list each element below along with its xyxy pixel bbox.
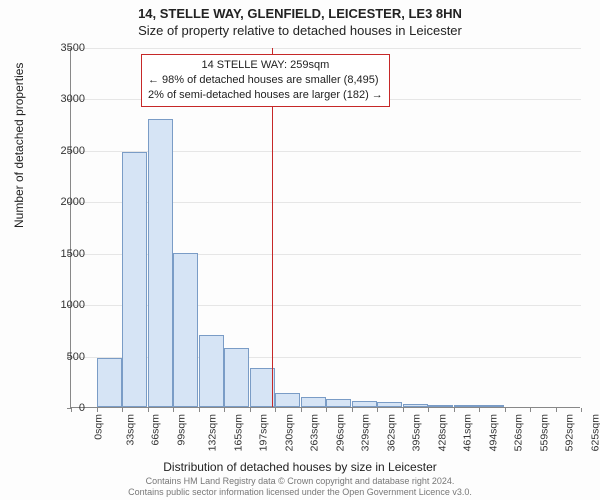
xtick-label: 395sqm [410,414,422,451]
xtick-mark [428,408,429,412]
histogram-bar [479,405,504,407]
marker-info-box: 14 STELLE WAY: 259sqm← 98% of detached h… [141,54,390,107]
xtick-label: 263sqm [308,414,320,451]
xtick-label: 362sqm [385,414,397,451]
chart-subtitle: Size of property relative to detached ho… [0,21,600,38]
xtick-label: 494sqm [487,414,499,451]
xtick-mark [352,408,353,412]
xtick-mark [454,408,455,412]
xtick-label: 132sqm [206,414,218,451]
xtick-label: 0sqm [93,414,105,440]
xtick-mark [97,408,98,412]
histogram-bar [173,253,198,407]
xtick-mark [479,408,480,412]
histogram-bar [148,119,173,407]
xtick-label: 329sqm [359,414,371,451]
histogram-bar [403,404,428,407]
xtick-mark [199,408,200,412]
xtick-label: 625sqm [589,414,600,451]
plot-region: 14 STELLE WAY: 259sqm← 98% of detached h… [70,48,580,408]
marker-info-line: ← 98% of detached houses are smaller (8,… [148,73,383,88]
attribution: Contains HM Land Registry data © Crown c… [0,476,600,498]
x-axis-label: Distribution of detached houses by size … [0,460,600,474]
xtick-label: 526sqm [512,414,524,451]
xtick-label: 592sqm [563,414,575,451]
ytick-label: 0 [79,402,85,414]
xtick-mark [71,408,72,412]
xtick-label: 230sqm [283,414,295,451]
xtick-mark [581,408,582,412]
histogram-bar [275,393,300,407]
histogram-bar [326,399,351,407]
attribution-line2: Contains public sector information licen… [0,487,600,498]
xtick-mark [250,408,251,412]
ytick-label: 1000 [61,299,85,311]
ytick-label: 2500 [61,145,85,157]
xtick-mark [530,408,531,412]
y-axis-label: Number of detached properties [12,63,26,228]
xtick-label: 33sqm [124,414,136,446]
xtick-mark [301,408,302,412]
ytick-label: 3500 [61,42,85,54]
ytick-label: 500 [67,351,85,363]
xtick-mark [556,408,557,412]
xtick-mark [148,408,149,412]
xtick-label: 428sqm [436,414,448,451]
histogram-bar [377,402,402,407]
ytick-label: 1500 [61,248,85,260]
page-title: 14, STELLE WAY, GLENFIELD, LEICESTER, LE… [0,0,600,21]
histogram-bar [224,348,249,407]
chart-area: 14 STELLE WAY: 259sqm← 98% of detached h… [70,48,580,408]
xtick-mark [122,408,123,412]
gridline [71,48,581,49]
histogram-bar [454,405,479,407]
attribution-line1: Contains HM Land Registry data © Crown c… [0,476,600,487]
xtick-mark [326,408,327,412]
marker-info-line: 2% of semi-detached houses are larger (1… [148,88,383,103]
histogram-bar [301,397,326,407]
xtick-mark [275,408,276,412]
chart-container: 14, STELLE WAY, GLENFIELD, LEICESTER, LE… [0,0,600,500]
ytick-label: 3000 [61,93,85,105]
xtick-label: 165sqm [232,414,244,451]
xtick-label: 559sqm [538,414,550,451]
xtick-label: 197sqm [257,414,269,451]
histogram-bar [97,358,122,407]
xtick-mark [403,408,404,412]
histogram-bar [428,405,453,407]
xtick-label: 66sqm [150,414,162,446]
xtick-mark [224,408,225,412]
xtick-label: 99sqm [175,414,187,446]
marker-info-line: 14 STELLE WAY: 259sqm [148,58,383,73]
histogram-bar [122,152,147,407]
xtick-mark [505,408,506,412]
xtick-label: 296sqm [334,414,346,451]
ytick-label: 2000 [61,196,85,208]
histogram-bar [199,335,224,407]
xtick-mark [377,408,378,412]
xtick-label: 461sqm [461,414,473,451]
xtick-mark [173,408,174,412]
histogram-bar [352,401,377,407]
